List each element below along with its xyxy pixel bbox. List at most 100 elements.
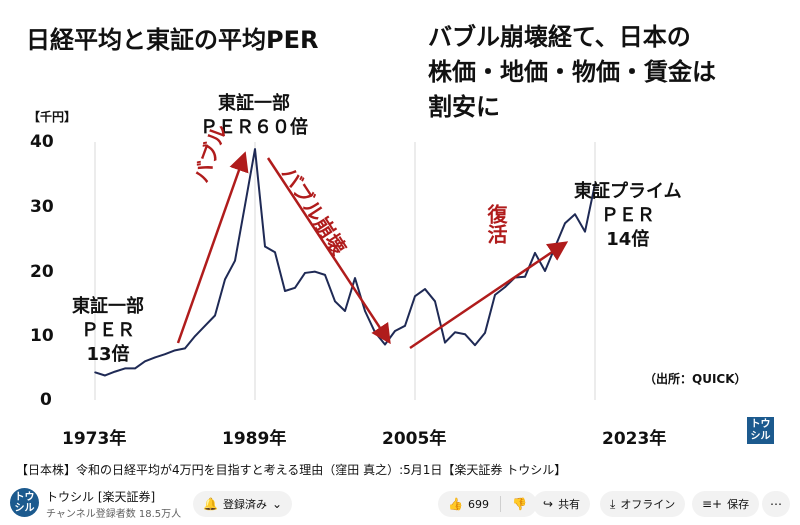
like-icon[interactable]: 👍 [448,497,463,511]
toushiru-logo: トウシル [747,417,774,444]
like-divider [499,496,501,512]
subscriber-count: チャンネル登録者数 18.5万人 [46,509,182,520]
data-point [144,360,146,363]
subtitle-line-3: 割安に [428,93,500,121]
more-button[interactable]: ⋯ [762,491,790,517]
data-point [434,300,436,303]
chevron-down-icon: ⌄ [271,497,283,511]
start-per-label: 東証一部 ＰＥＲ 13倍 [72,295,144,367]
y-tick-label: 0 [40,390,52,410]
like-count[interactable]: 699 [467,497,489,511]
channel-name[interactable]: トウシル [楽天証券] [46,490,156,504]
data-point [224,278,226,281]
data-point [194,335,196,337]
x-tick-label: 1973年 [62,429,127,449]
save-button[interactable]: ≡+ 保存 [692,491,760,517]
data-point [414,295,416,297]
x-tick-label: 1989年 [222,429,287,449]
start-label-line: ＰＥＲ [81,320,135,341]
data-point [204,325,206,327]
peak-label-line: 東証一部 [218,93,290,114]
subtitle-line-1: バブル崩壊経て、日本の [428,23,691,51]
data-point [324,274,326,276]
data-point [374,331,376,334]
offline-button[interactable]: ⤓ オフライン [600,491,686,517]
recovery-arrow [409,241,569,350]
data-point [384,343,386,346]
slide-title: 日経平均と東証の平均PER [26,26,319,54]
data-point [94,371,96,374]
data-point [184,347,186,350]
start-label-line: 東証一部 [72,296,144,317]
dislike-icon[interactable]: 👎 [511,497,527,511]
data-point [104,374,106,377]
bell-icon: 🔔 [203,497,218,511]
x-tick-label: 2023年 [602,429,667,449]
data-point [314,270,316,273]
end-label-line: 東証プライム [574,181,682,202]
data-point [554,246,556,248]
data-point [124,367,126,370]
data-point [234,259,236,262]
more-icon: ⋯ [770,497,782,511]
data-point [594,183,596,185]
source-note: （出所：QUICK） [644,372,747,386]
data-point [544,270,546,272]
subscribed-button[interactable]: 🔔 登録済み ⌄ [193,491,293,517]
download-icon: ⤓ [610,496,616,511]
data-point [444,341,446,344]
data-point [474,344,476,346]
peak-label-line: ＰＥＲ６０倍 [200,117,308,138]
data-point [364,310,366,312]
data-point [274,251,276,254]
offline-label: オフライン [620,498,676,511]
share-button[interactable]: ↪ 共有 [533,491,591,517]
bubble-burst-arrow [266,157,391,345]
slide-subtitle: バブル崩壊経て、日本の 株価・地価・物価・賃金は 割安に [428,20,716,125]
data-point [534,252,536,254]
data-point [304,272,306,274]
data-point [394,330,396,332]
end-per-label: 東証プライム ＰＥＲ 14倍 [574,180,682,252]
y-unit-label: 【千円】 [28,110,77,124]
end-label-line: ＰＥＲ [600,205,655,226]
data-point [484,332,486,334]
data-point [454,331,456,334]
end-label-line: 14倍 [606,229,650,250]
recovery-label: 復活 [484,204,508,244]
data-point [524,276,526,278]
data-point [214,314,216,317]
save-icon: ≡+ [702,497,723,511]
data-point [464,333,466,336]
y-tick-label: 40 [30,132,54,152]
data-point [244,204,246,207]
data-point [404,325,406,327]
data-point [284,290,286,292]
y-tick-label: 20 [30,262,54,282]
data-point [334,300,336,303]
data-point [254,148,256,150]
subtitle-line-2: 株価・地価・物価・賃金は [428,58,716,86]
video-title: 【日本株】令和の日経平均が4万円を目指すと考える理由（窪田 真之）:5月1日【楽… [16,463,567,477]
data-point [174,349,176,352]
data-point [504,286,506,288]
like-dislike-group: 👍 699 👎 [438,491,537,517]
bubble-arrow [176,151,249,344]
start-label-line: 13倍 [86,344,130,365]
share-label: 共有 [558,498,581,511]
video-frame[interactable]: 日経平均と東証の平均PER バブル崩壊経て、日本の 株価・地価・物価・賃金は 割… [0,0,800,452]
data-point [424,288,426,290]
data-point [354,277,356,279]
data-point [114,370,116,373]
subscribed-label: 登録済み [222,498,267,511]
y-tick-label: 10 [30,326,54,346]
save-label: 保存 [727,498,750,511]
data-point [264,245,266,248]
channel-avatar[interactable]: トウシル [10,488,39,517]
data-point [574,213,576,216]
x-tick-label: 2005年 [382,429,447,449]
line-chart [94,142,596,400]
peak-per-label: 東証一部 ＰＥＲ６０倍 [200,92,308,140]
data-point [494,294,496,296]
data-point [584,230,586,233]
